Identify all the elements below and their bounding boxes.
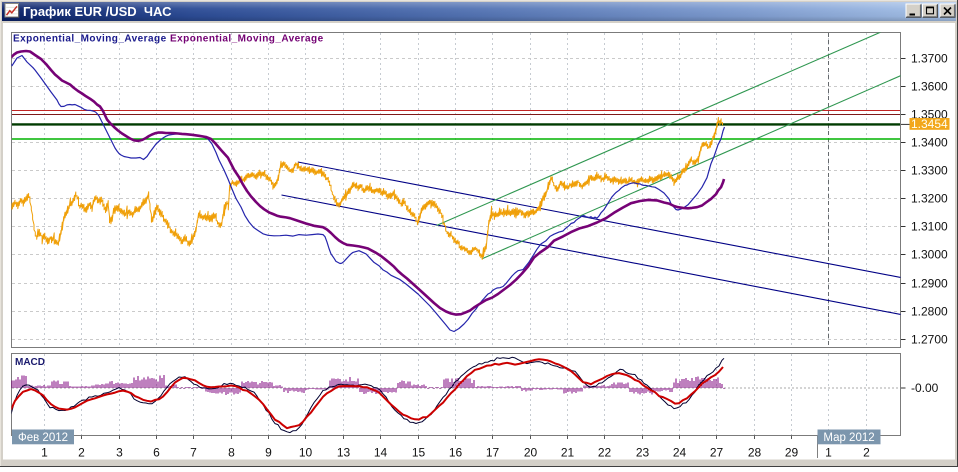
svg-text:1.2900: 1.2900 [911,277,948,291]
svg-text:22: 22 [598,446,612,460]
svg-text:1.3000: 1.3000 [911,248,948,262]
svg-text:-0.00: -0.00 [911,381,939,395]
svg-text:23: 23 [636,446,650,460]
svg-text:20: 20 [524,446,538,460]
svg-text:9: 9 [265,446,272,460]
svg-text:1: 1 [825,446,832,460]
svg-text:1.3700: 1.3700 [911,52,948,66]
svg-text:16: 16 [449,446,463,460]
svg-text:MACD: MACD [15,357,45,368]
svg-text:21: 21 [561,446,575,460]
svg-text:3: 3 [116,446,123,460]
svg-text:28: 28 [748,446,762,460]
svg-text:1.3200: 1.3200 [911,192,948,206]
svg-text:7: 7 [190,446,197,460]
svg-text:27: 27 [710,446,724,460]
svg-text:1: 1 [41,446,48,460]
svg-text:24: 24 [673,446,687,460]
svg-text:13: 13 [337,446,351,460]
svg-text:2: 2 [78,446,85,460]
svg-text:Exponential_Moving_Average: Exponential_Moving_Average [170,34,324,45]
svg-text:Фев 2012: Фев 2012 [18,432,68,444]
svg-text:14: 14 [374,446,388,460]
svg-text:17: 17 [486,446,500,460]
svg-text:10: 10 [299,446,313,460]
svg-text:2: 2 [863,446,870,460]
svg-text:1.3454: 1.3454 [911,117,948,131]
svg-text:15: 15 [412,446,426,460]
svg-text:8: 8 [228,446,235,460]
svg-text:Exponential_Moving_Average: Exponential_Moving_Average [13,34,167,45]
svg-text:1.3400: 1.3400 [911,136,948,150]
svg-text:1.3600: 1.3600 [911,80,948,94]
svg-text:1.2700: 1.2700 [911,333,948,347]
svg-text:1.3100: 1.3100 [911,220,948,234]
svg-text:6: 6 [153,446,160,460]
svg-text:График EUR /USD ЧАС: График EUR /USD ЧАС [23,4,172,19]
svg-text:29: 29 [785,446,799,460]
svg-text:1.3300: 1.3300 [911,164,948,178]
svg-text:Мар 2012: Мар 2012 [823,432,874,444]
svg-text:1.2800: 1.2800 [911,305,948,319]
